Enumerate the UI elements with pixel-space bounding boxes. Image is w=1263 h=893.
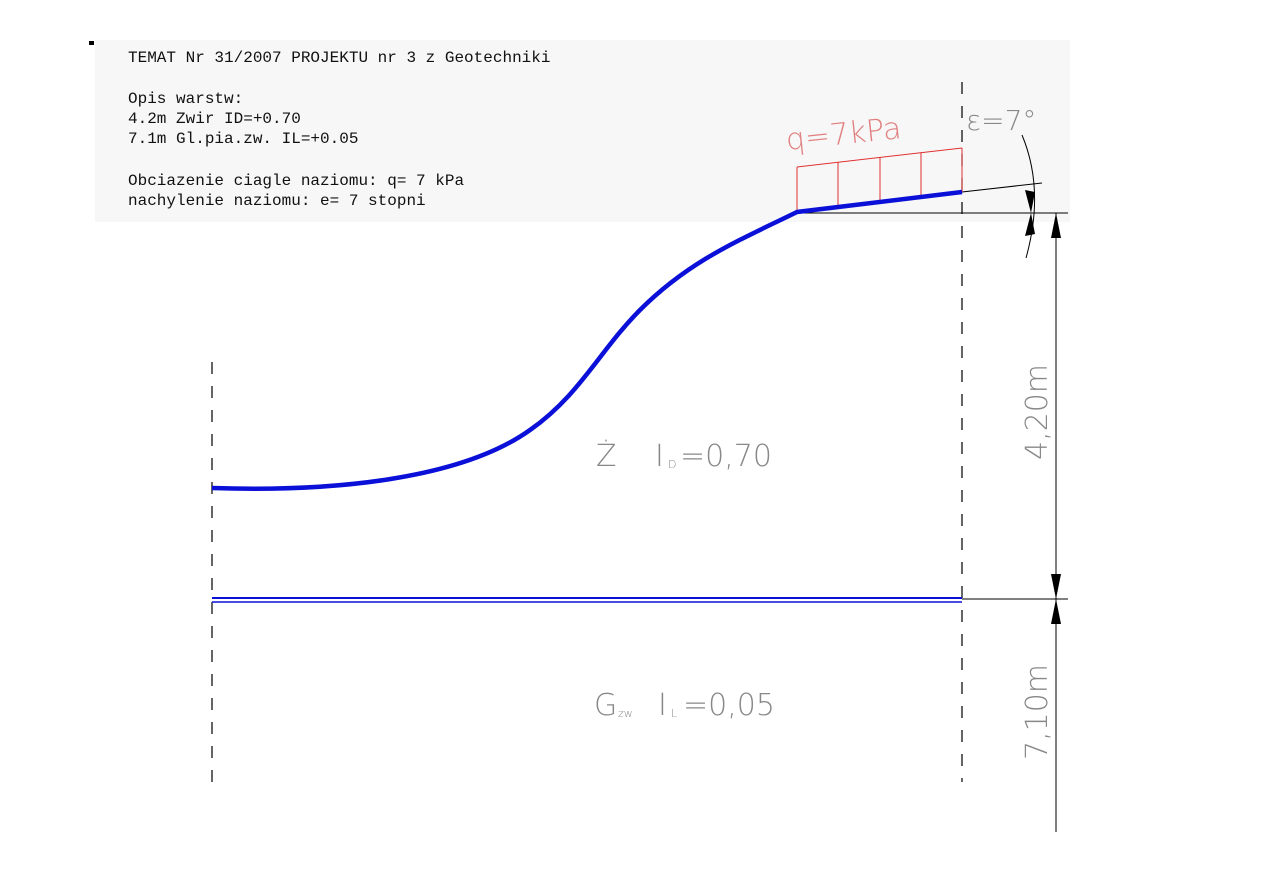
layers-heading: Opis warstw: [128, 90, 243, 108]
layer-symbol: Ż [596, 439, 617, 474]
dimension-lines [797, 134, 1068, 832]
boundary-lines [211, 82, 963, 782]
layer-desc: 4.2m Zwir ID=+0.70 [128, 110, 301, 128]
index: I [658, 688, 667, 723]
speck [89, 41, 94, 45]
scan-background [95, 40, 1070, 222]
index-sub: D [668, 458, 676, 471]
ground-surface [211, 189, 963, 491]
index-value: =0,05 [683, 688, 775, 723]
arrows [1025, 190, 1061, 624]
dimension-label: 7,10m [1020, 664, 1055, 760]
layer-symbol: G [594, 688, 617, 723]
symbol-sub: zw [618, 707, 633, 720]
layer-desc: 7.1m Gl.pia.zw. IL=+0.05 [128, 130, 358, 148]
angle-label: ε=7° [966, 104, 1036, 137]
load-diagram [796, 147, 963, 212]
slope-desc: nachylenie naziomu: e= 7 stopni [128, 192, 426, 210]
dimension-label: 4,20m [1020, 364, 1055, 460]
index-sub: L [671, 707, 677, 720]
index-value: =0,70 [680, 439, 772, 474]
load-desc: Obciazenie ciagle naziomu: q= 7 kPa [128, 172, 464, 190]
title: TEMAT Nr 31/2007 PROJEKTU nr 3 z Geotech… [128, 49, 550, 67]
index: I [655, 439, 664, 474]
